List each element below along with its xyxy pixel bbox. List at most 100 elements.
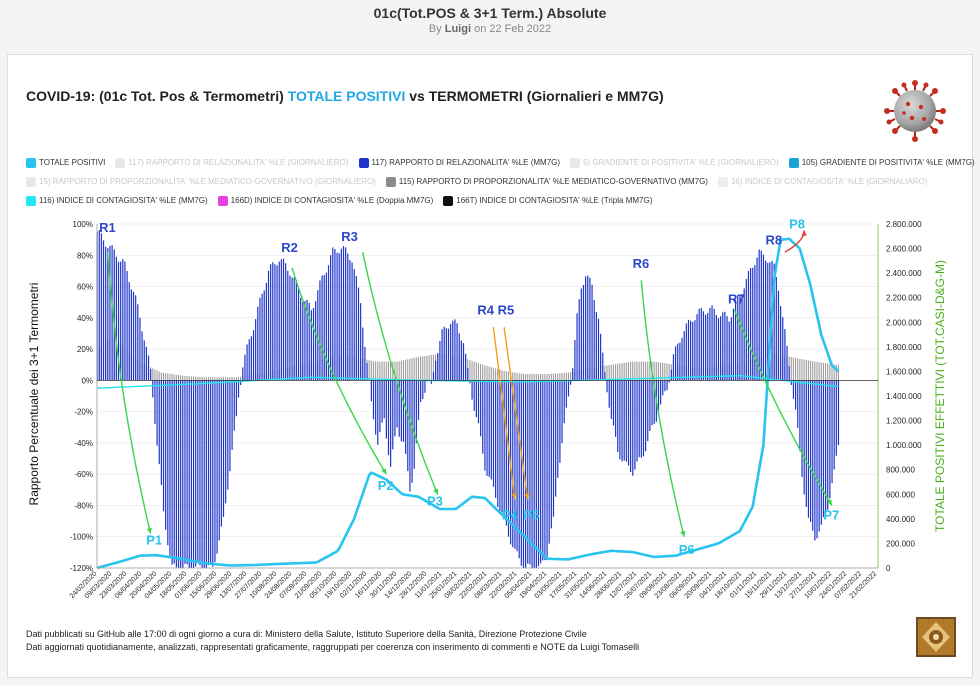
- bar: [546, 380, 548, 558]
- bar: [660, 380, 662, 405]
- bar: [709, 307, 711, 381]
- area-bar: [792, 357, 794, 381]
- area-bar: [630, 361, 632, 381]
- area-bar: [497, 369, 499, 381]
- area-bar: [827, 363, 829, 381]
- area-bar: [171, 374, 173, 381]
- bar: [465, 353, 467, 381]
- peak-label: R4: [477, 303, 494, 318]
- bar: [229, 380, 231, 472]
- bar: [634, 380, 636, 470]
- bar: [415, 380, 417, 444]
- area-bar: [812, 361, 814, 381]
- bar: [756, 257, 758, 381]
- bar: [550, 380, 552, 529]
- bar: [323, 275, 325, 381]
- legend-item[interactable]: 16) INDICE DI CONTAGIOSITA' %LE (GIORNAL…: [717, 177, 928, 187]
- legend-label: 115) RAPPORTO DI PROPORZIONALITA' %LE ME…: [398, 177, 708, 187]
- bar: [694, 320, 696, 381]
- bar: [282, 258, 285, 381]
- bar: [240, 380, 242, 386]
- legend-item[interactable]: 15) RAPPORTO DI PROPORZIONALITA' %LE MED…: [26, 177, 376, 187]
- bar: [439, 340, 441, 381]
- legend-label: 16) INDICE DI CONTAGIOSITA' %LE (GIORNAL…: [730, 177, 928, 187]
- y-right-tick-label: 1.600.000: [886, 367, 922, 376]
- bar: [797, 380, 799, 428]
- area-bar: [396, 361, 398, 381]
- legend-label: 166T) INDICE DI CONTAGIOSITA' %LE (Tripl…: [456, 196, 653, 206]
- area-bar: [537, 374, 539, 381]
- y-right-tick-label: 1.800.000: [886, 343, 922, 352]
- area-bar: [570, 372, 572, 381]
- bar: [381, 380, 383, 423]
- bar: [432, 372, 435, 381]
- bar: [212, 380, 214, 567]
- legend-item[interactable]: 166D) INDICE DI CONTAGIOSITA' %LE (Doppi…: [217, 196, 433, 206]
- bar: [820, 380, 822, 525]
- bar: [488, 380, 490, 477]
- bar: [589, 277, 591, 381]
- area-bar: [645, 361, 647, 381]
- bar: [443, 326, 445, 381]
- bar: [514, 380, 516, 549]
- bar: [100, 233, 102, 381]
- bar: [128, 282, 130, 381]
- bar: [784, 329, 786, 381]
- coronavirus-icon: [884, 80, 946, 142]
- bar: [360, 303, 362, 381]
- legend-item[interactable]: 115) RAPPORTO DI PROPORZIONALITA' %LE ME…: [385, 177, 708, 187]
- area-bar: [512, 372, 514, 381]
- area-bar: [548, 373, 550, 381]
- bar: [675, 346, 677, 381]
- area-bar: [203, 377, 205, 381]
- bar: [102, 240, 105, 381]
- legend-item[interactable]: 166T) INDICE DI CONTAGIOSITA' %LE (Tripl…: [443, 196, 652, 206]
- author-seal-icon: [916, 617, 956, 657]
- bar: [518, 380, 520, 559]
- bar: [160, 380, 162, 486]
- bar: [758, 249, 760, 381]
- series-line: [96, 237, 840, 570]
- legend-item[interactable]: 117) RAPPORTO DI RELAZIONALITA' %LE (MM7…: [358, 158, 560, 168]
- legend-item[interactable]: 117) RAPPORTO DI RELAZIONALITA' %LE (GIO…: [115, 158, 349, 168]
- bar: [651, 380, 653, 426]
- bar: [728, 321, 730, 381]
- bar: [737, 295, 739, 381]
- bar: [184, 380, 186, 564]
- y-right-tick-label: 400.000: [886, 515, 915, 524]
- series-bars-relazionalita: [96, 230, 840, 568]
- post-author[interactable]: Luigi: [444, 23, 472, 35]
- area-bar: [190, 376, 192, 381]
- area-bar: [529, 374, 531, 381]
- bar: [705, 314, 707, 381]
- bar: [548, 380, 550, 544]
- bar: [696, 314, 698, 381]
- bar: [606, 380, 608, 393]
- legend-item[interactable]: 105) GRADIENTE DI POSITIVITA' %LE (MM7G): [788, 158, 975, 168]
- area-bar: [229, 377, 231, 381]
- bar: [795, 380, 797, 410]
- legend-item[interactable]: 5) GRADIENTE DI POSITIVITA' %LE (GIORNAL…: [570, 158, 779, 168]
- area-bar: [527, 374, 529, 381]
- bar: [739, 294, 741, 381]
- footer-source: Dati pubblicati su GitHub alle 17:00 di …: [26, 629, 587, 639]
- area-bar: [563, 372, 565, 381]
- bar: [235, 380, 237, 417]
- chart-card: [7, 54, 973, 678]
- legend-item[interactable]: TOTALE POSITIVI: [26, 158, 105, 168]
- bar: [225, 380, 227, 504]
- legend-item[interactable]: 116) INDICE DI CONTAGIOSITA' %LE (MM7G): [26, 196, 208, 206]
- bar: [332, 247, 334, 381]
- bar: [621, 380, 623, 462]
- post-meta: By Luigi on 22 Feb 2022: [0, 23, 980, 35]
- area-bar: [383, 361, 385, 381]
- bar: [501, 380, 503, 513]
- area-bar: [473, 361, 475, 381]
- bar: [295, 280, 297, 381]
- bar: [454, 319, 456, 381]
- bar: [752, 267, 754, 381]
- peak-label: R7: [728, 292, 745, 307]
- area-bar: [833, 364, 835, 381]
- bar: [467, 367, 469, 381]
- bar: [227, 380, 229, 490]
